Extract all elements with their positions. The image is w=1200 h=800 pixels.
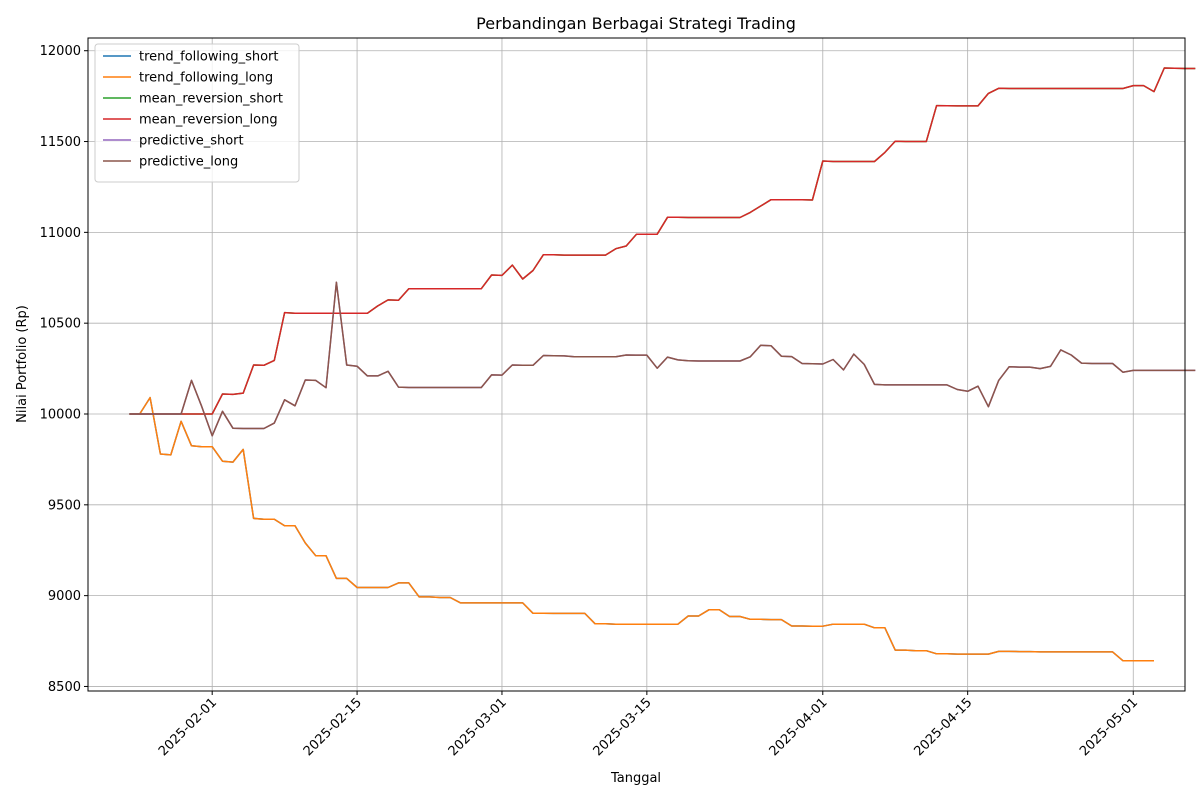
- y-tick-label: 9000: [48, 589, 81, 604]
- y-tick-label: 12000: [40, 44, 81, 59]
- legend-label: mean_reversion_short: [139, 92, 283, 107]
- series-line-trend-following-long: [129, 396, 1154, 662]
- y-tick-label: 11500: [40, 135, 81, 150]
- legend-label: trend_following_long: [139, 71, 273, 86]
- legend-label: mean_reversion_long: [139, 113, 278, 128]
- y-tick-label: 10000: [40, 407, 81, 422]
- legend-box: [94, 43, 300, 183]
- grid: [88, 38, 1185, 691]
- y-tick-label: 11000: [40, 226, 81, 241]
- series-lines: [129, 67, 1196, 662]
- legend: trend_following_short trend_following_lon…: [94, 43, 300, 183]
- y-tick-label: 9500: [48, 498, 81, 513]
- legend-label: predictive_short: [139, 134, 244, 149]
- series-line-predictive-long: [129, 281, 1196, 437]
- y-tick-label: 8500: [48, 680, 81, 695]
- y-axis-ticks: 8500 9000 9500 10000 10500 11000 11500 12000: [40, 44, 88, 695]
- y-tick-label: 10500: [40, 317, 81, 332]
- series-line-mean-reversion-long: [129, 67, 1196, 415]
- chart-title: Perbandingan Berbagai Strategi Trading: [476, 14, 796, 33]
- y-axis-title: Nilai Portfolio (Rp): [15, 305, 30, 423]
- legend-label: trend_following_short: [139, 50, 279, 65]
- plot-frame: [87, 37, 1186, 692]
- legend-label: predictive_long: [139, 155, 238, 170]
- x-axis-title: Tanggal: [610, 771, 661, 786]
